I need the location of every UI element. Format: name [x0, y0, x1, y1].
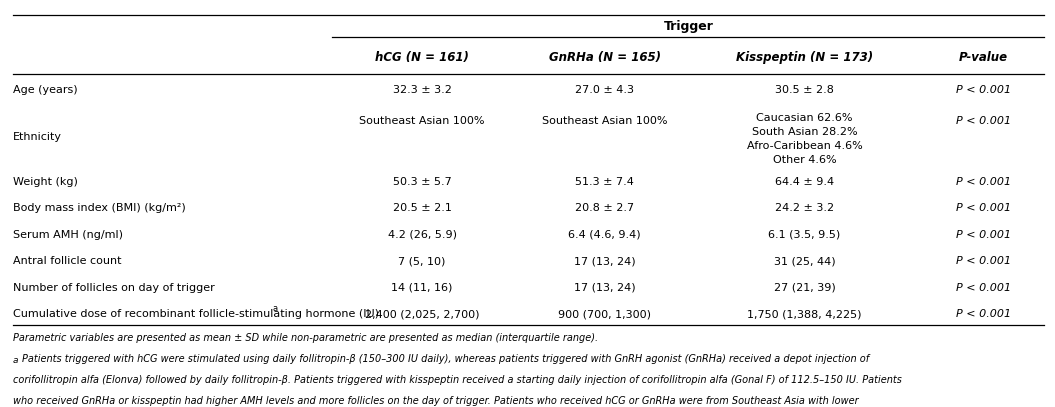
Text: P < 0.001: P < 0.001	[956, 230, 1011, 240]
Text: Southeast Asian 100%: Southeast Asian 100%	[360, 116, 484, 127]
Text: 32.3 ± 3.2: 32.3 ± 3.2	[392, 85, 452, 95]
Text: Trigger: Trigger	[664, 20, 713, 33]
Text: P < 0.001: P < 0.001	[956, 116, 1011, 127]
Text: Antral follicle count: Antral follicle count	[13, 256, 121, 266]
Text: 7 (5, 10): 7 (5, 10)	[399, 256, 445, 266]
Text: 51.3 ± 7.4: 51.3 ± 7.4	[575, 177, 634, 187]
Text: 17 (13, 24): 17 (13, 24)	[574, 282, 635, 293]
Text: 31 (25, 44): 31 (25, 44)	[773, 256, 836, 266]
Text: 20.5 ± 2.1: 20.5 ± 2.1	[392, 203, 452, 213]
Text: 27.0 ± 4.3: 27.0 ± 4.3	[575, 85, 634, 95]
Text: Kisspeptin (N = 173): Kisspeptin (N = 173)	[736, 51, 872, 64]
Text: 24.2 ± 3.2: 24.2 ± 3.2	[774, 203, 835, 213]
Text: GnRHa (N = 165): GnRHa (N = 165)	[549, 51, 660, 64]
Text: P < 0.001: P < 0.001	[956, 177, 1011, 187]
Text: P < 0.001: P < 0.001	[956, 309, 1011, 319]
Text: Caucasian 62.6%: Caucasian 62.6%	[756, 113, 852, 123]
Text: Number of follicles on day of trigger: Number of follicles on day of trigger	[13, 282, 214, 293]
Text: hCG (N = 161): hCG (N = 161)	[376, 51, 468, 64]
Text: a: a	[13, 356, 18, 365]
Text: corifollitropin alfa (Elonva) followed by daily follitropin-β. Patients triggere: corifollitropin alfa (Elonva) followed b…	[13, 375, 902, 385]
Text: 20.8 ± 2.7: 20.8 ± 2.7	[575, 203, 634, 213]
Text: Patients triggered with hCG were stimulated using daily follitropin-β (150–300 I: Patients triggered with hCG were stimula…	[22, 354, 869, 364]
Text: who received GnRHa or kisspeptin had higher AMH levels and more follicles on the: who received GnRHa or kisspeptin had hig…	[13, 396, 859, 406]
Text: Cumulative dose of recombinant follicle-stimulating hormone (IU): Cumulative dose of recombinant follicle-…	[13, 309, 379, 319]
Text: Afro-Caribbean 4.6%: Afro-Caribbean 4.6%	[747, 141, 862, 151]
Text: 2,400 (2,025, 2,700): 2,400 (2,025, 2,700)	[365, 309, 479, 319]
Text: Parametric variables are presented as mean ± SD while non-parametric are present: Parametric variables are presented as me…	[13, 333, 598, 343]
Text: P < 0.001: P < 0.001	[956, 282, 1011, 293]
Text: 6.1 (3.5, 9.5): 6.1 (3.5, 9.5)	[768, 230, 841, 240]
Text: Body mass index (BMI) (kg/m²): Body mass index (BMI) (kg/m²)	[13, 203, 186, 213]
Text: 27 (21, 39): 27 (21, 39)	[773, 282, 836, 293]
Text: Ethnicity: Ethnicity	[13, 132, 61, 142]
Text: 64.4 ± 9.4: 64.4 ± 9.4	[774, 177, 835, 187]
Text: South Asian 28.2%: South Asian 28.2%	[751, 127, 858, 137]
Text: a: a	[272, 304, 277, 313]
Text: 6.4 (4.6, 9.4): 6.4 (4.6, 9.4)	[569, 230, 640, 240]
Text: 1,750 (1,388, 4,225): 1,750 (1,388, 4,225)	[747, 309, 862, 319]
Text: 50.3 ± 5.7: 50.3 ± 5.7	[392, 177, 452, 187]
Text: P < 0.001: P < 0.001	[956, 85, 1011, 95]
Text: Weight (kg): Weight (kg)	[13, 177, 77, 187]
Text: P < 0.001: P < 0.001	[956, 203, 1011, 213]
Text: Southeast Asian 100%: Southeast Asian 100%	[542, 116, 667, 127]
Text: 4.2 (26, 5.9): 4.2 (26, 5.9)	[387, 230, 457, 240]
Text: 14 (11, 16): 14 (11, 16)	[391, 282, 453, 293]
Text: 17 (13, 24): 17 (13, 24)	[574, 256, 635, 266]
Text: P < 0.001: P < 0.001	[956, 256, 1011, 266]
Text: 30.5 ± 2.8: 30.5 ± 2.8	[775, 85, 833, 95]
Text: 900 (700, 1,300): 900 (700, 1,300)	[558, 309, 651, 319]
Text: Other 4.6%: Other 4.6%	[772, 155, 837, 165]
Text: Age (years): Age (years)	[13, 85, 77, 95]
Text: P-value: P-value	[959, 51, 1008, 64]
Text: Serum AMH (ng/ml): Serum AMH (ng/ml)	[13, 230, 122, 240]
